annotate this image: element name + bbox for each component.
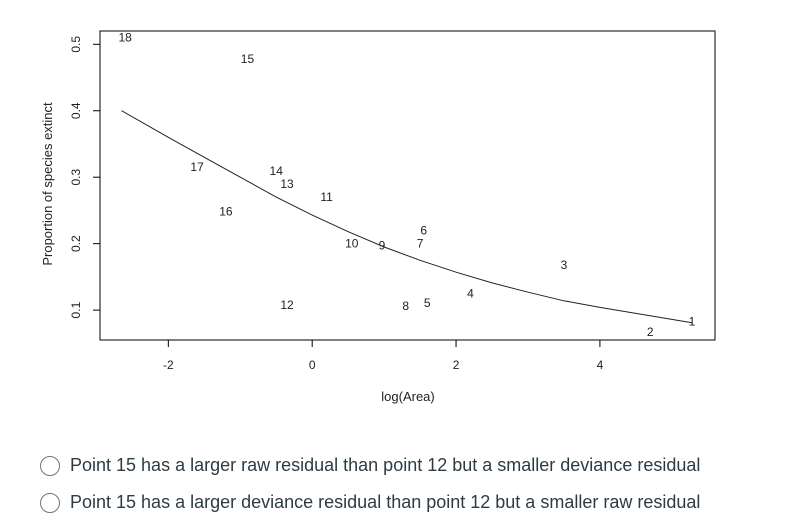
point-label-14: 14 <box>270 164 284 178</box>
point-label-13: 13 <box>280 177 294 191</box>
y-tick-label: 0.5 <box>69 36 83 53</box>
fitted-curve <box>121 110 693 324</box>
answer-option-label: Point 15 has a larger deviance residual … <box>70 492 701 512</box>
y-axis-label: Proportion of species extinct <box>40 102 55 266</box>
x-tick-label: 0 <box>309 358 316 372</box>
radio-button[interactable] <box>40 492 60 513</box>
answer-option-label: Point 15 has a larger raw residual than … <box>70 455 701 475</box>
y-tick-label: 0.3 <box>69 169 83 186</box>
point-label-10: 10 <box>345 237 359 251</box>
point-label-18: 18 <box>118 31 132 45</box>
answer-option-1[interactable]: Point 15 has a larger raw residual than … <box>40 455 700 476</box>
point-label-12: 12 <box>280 298 294 312</box>
point-label-2: 2 <box>647 325 654 339</box>
answer-option-2[interactable]: Point 15 has a larger deviance residual … <box>40 492 700 513</box>
point-label-16: 16 <box>219 205 233 219</box>
y-tick-label: 0.4 <box>69 102 83 119</box>
point-label-8: 8 <box>402 299 409 313</box>
radio-button[interactable] <box>40 455 60 476</box>
y-tick-label: 0.2 <box>69 235 83 252</box>
x-axis-label: log(Area) <box>381 389 434 404</box>
plot-frame <box>99 30 716 341</box>
y-tick-label: 0.1 <box>69 301 83 318</box>
scatter-plot: -2 0 2 4 0.10.20.30.40.5 123456789101112131… <box>40 30 716 404</box>
point-label-4: 4 <box>467 286 474 300</box>
point-label-15: 15 <box>241 52 255 66</box>
y-axis: 0.1 0.2 0.3 0.4 0.5 <box>69 36 101 318</box>
x-axis: -2 0 2 4 <box>163 339 604 372</box>
point-label-3: 3 <box>561 258 568 272</box>
point-label-9: 9 <box>379 239 386 253</box>
point-label-17: 17 <box>190 160 204 174</box>
point-label-7: 7 <box>417 237 424 251</box>
point-label-1: 1 <box>689 314 696 328</box>
chart-figure: -2 0 2 4 0.1 0.2 0.3 0.4 0.5 1 2 3 4 5 6 7 8 9 10 11 12 13 1… <box>40 30 716 404</box>
x-tick-label: 4 <box>597 358 604 372</box>
x-tick-label: 2 <box>453 358 460 372</box>
point-label-11: 11 <box>320 190 333 204</box>
point-label-5: 5 <box>424 296 431 310</box>
x-tick-label: -2 <box>163 358 174 372</box>
point-label-6: 6 <box>420 223 427 237</box>
